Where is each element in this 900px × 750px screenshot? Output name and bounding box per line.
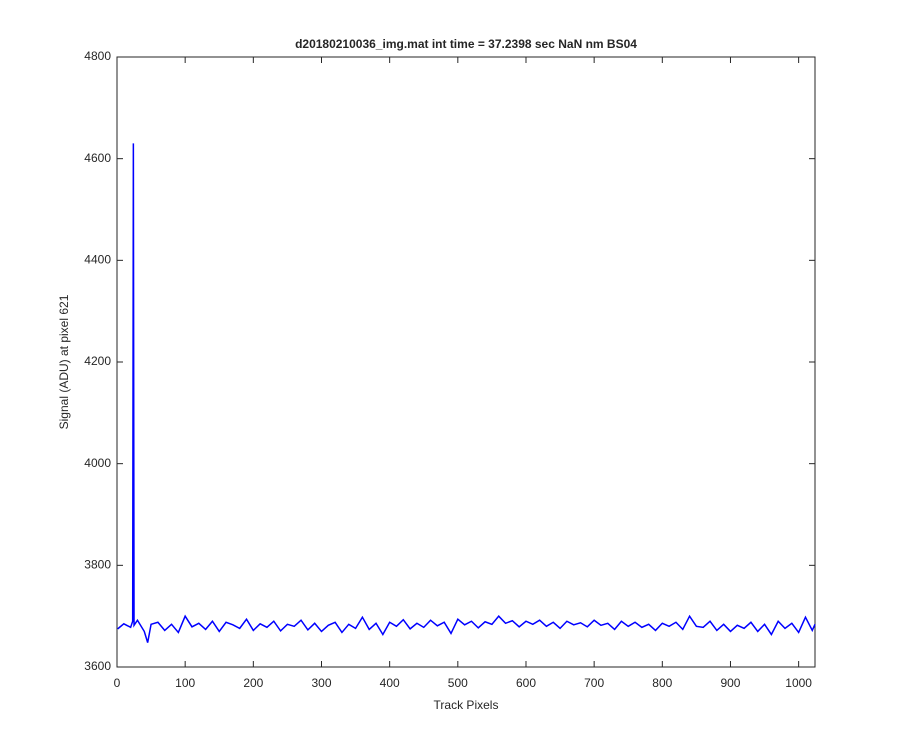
- y-axis-label: Signal (ADU) at pixel 621: [57, 294, 71, 429]
- x-tick-label: 300: [311, 676, 331, 690]
- x-tick-label: 600: [516, 676, 536, 690]
- x-tick-label: 800: [652, 676, 672, 690]
- plot-area: [116, 56, 816, 668]
- x-tick-label: 500: [448, 676, 468, 690]
- y-tick-label: 4600: [84, 151, 111, 165]
- y-tick-label: 4400: [84, 253, 111, 267]
- chart-title: d20180210036_img.mat int time = 37.2398 …: [295, 37, 637, 51]
- x-tick-label: 700: [584, 676, 604, 690]
- x-tick-label: 900: [720, 676, 740, 690]
- y-tick-label: 3800: [84, 558, 111, 572]
- x-tick-label: 1000: [785, 676, 812, 690]
- x-tick-label: 200: [243, 676, 263, 690]
- y-tick-label: 3600: [84, 659, 111, 673]
- x-tick-label: 0: [114, 676, 121, 690]
- y-tick-label: 4200: [84, 354, 111, 368]
- y-tick-label: 4800: [84, 49, 111, 63]
- data-line: [117, 143, 816, 643]
- x-axis-label: Track Pixels: [434, 698, 499, 712]
- y-tick-label: 4000: [84, 456, 111, 470]
- x-tick-label: 100: [175, 676, 195, 690]
- x-tick-label: 400: [380, 676, 400, 690]
